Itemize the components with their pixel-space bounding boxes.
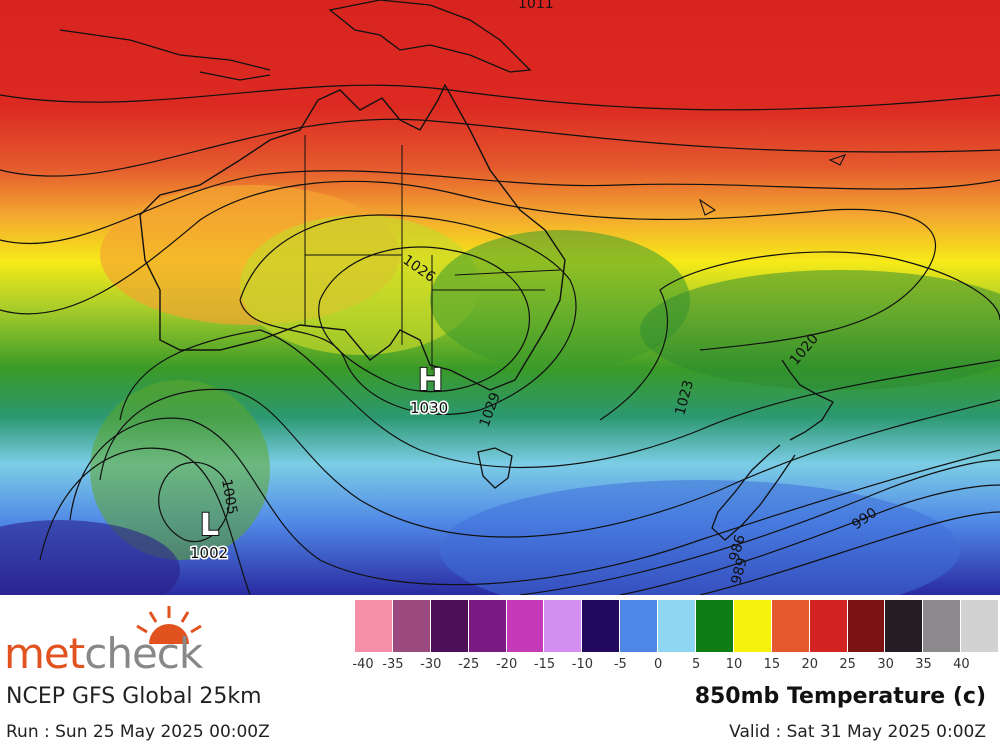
tasmania-outline [477,447,513,489]
color-scale [355,600,1000,652]
scale-swatch [923,600,962,652]
scale-swatch [733,600,772,652]
scale-swatch [582,600,621,652]
logo-check: check [84,629,203,678]
scale-label: -35 [382,657,404,672]
metcheck-logo: metcheck [4,604,234,676]
scale-label: 30 [877,657,894,672]
tasman-region [640,270,1000,390]
parameter-title: 850mb Temperature (c) [694,684,986,709]
low-marker: L [200,508,219,543]
scale-label: -30 [420,657,442,672]
scale-swatch [658,600,697,652]
scale-label: -40 [352,657,374,672]
scale-label: 5 [691,657,701,672]
new-guinea-outline [328,0,532,73]
scale-label: 25 [839,657,856,672]
high-pressure-center: H 1030 [409,362,450,419]
isobar-label: 986 [726,533,748,563]
scale-swatch [696,600,734,652]
scale-swatch [506,600,545,652]
color-scale-labels: -40 -35 -30 -25 -20 -15 -10 -5 0 5 10 15 20 25 30 35 40 [348,657,1000,675]
low-pressure-value: 1002 [190,544,228,562]
scale-swatch [809,600,848,652]
scale-swatch [847,600,886,652]
scale-label: -15 [533,657,556,672]
scale-label: -10 [571,657,594,672]
model-name: NCEP GFS Global 25km [6,684,262,709]
scale-swatch [885,600,924,652]
scale-swatch [544,600,583,652]
temperature-map-svg: 1011 1026 1029 1023 1020 1005 990 986 98… [0,0,1000,595]
high-pressure-value: 1030 [410,399,448,417]
cold-core [0,520,180,595]
scale-label: 10 [725,657,743,672]
scale-swatch [771,600,810,652]
indonesia-outline [59,29,271,81]
scale-swatch [620,600,659,652]
isobar-label: 1011 [518,0,554,12]
scale-swatch [430,600,469,652]
sun-icon [136,606,202,644]
new-zealand-outline [711,359,834,541]
isobars [0,84,1000,595]
high-marker: H [418,363,443,398]
scale-swatch [468,600,507,652]
scale-label: 20 [801,657,819,672]
scale-swatch [392,600,431,652]
cold-region [440,480,960,595]
scale-swatch [961,600,1000,652]
run-time: Run : Sun 25 May 2025 00:00Z [6,722,270,742]
isobar-label: 989 [728,556,750,586]
scale-label: 40 [953,657,970,672]
scale-label: -25 [458,657,480,672]
mild-region [240,215,480,355]
scale-swatch [355,600,393,652]
low-pressure-center: L 1002 [189,507,230,564]
weather-map: 1011 1026 1029 1023 1020 1005 990 986 98… [0,0,1000,595]
scale-label: 0 [654,657,663,672]
scale-label: 35 [915,657,932,672]
scale-label: -20 [495,657,518,672]
scale-label: -5 [613,657,627,672]
isobar-label: 1005 [218,478,240,516]
scale-label: 15 [763,657,781,672]
valid-time: Valid : Sat 31 May 2025 0:00Z [729,722,986,742]
pacific-islands-outline [698,154,847,216]
logo-text: metcheck [4,629,203,678]
logo-met: met [4,629,85,678]
